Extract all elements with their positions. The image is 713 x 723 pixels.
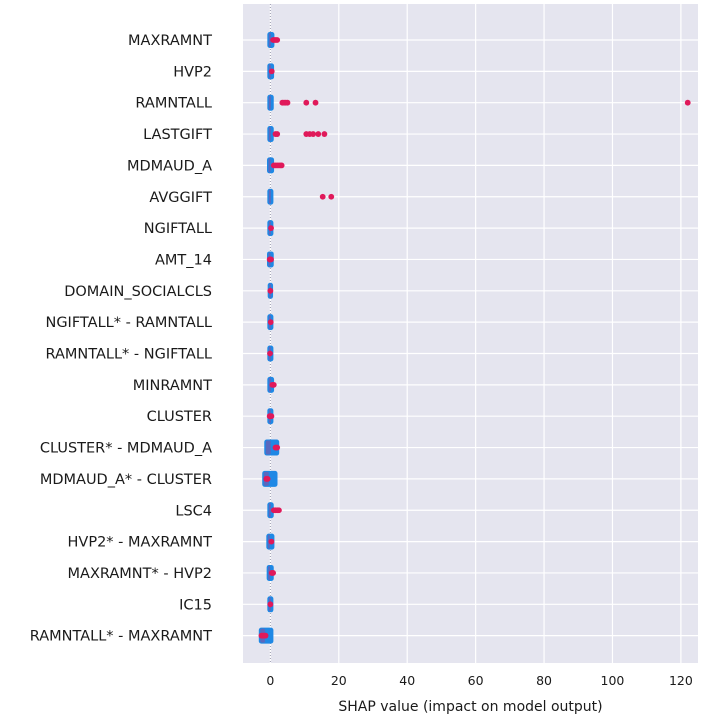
x-tick-label: 0: [266, 673, 274, 688]
point: [328, 193, 335, 200]
feature-row-0: [267, 32, 281, 48]
point: [315, 131, 322, 137]
point-cluster-mid: [265, 440, 271, 455]
feature-label: HVP2* - MAXRAMNT: [68, 535, 213, 551]
feature-row-1: [267, 63, 275, 80]
point: [268, 413, 275, 420]
point-cluster-mid: [268, 127, 271, 142]
feature-row-15: [267, 502, 282, 519]
point: [267, 601, 274, 608]
point: [267, 350, 273, 357]
point: [321, 131, 328, 137]
grid-lines: [243, 4, 698, 663]
x-tick-label: 80: [536, 673, 552, 688]
feature-label: CLUSTER: [147, 409, 212, 425]
point: [274, 444, 281, 451]
feature-label: MAXRAMNT* - HVP2: [68, 566, 212, 582]
point: [319, 193, 326, 200]
feature-label: AMT_14: [155, 252, 212, 268]
feature-row-8: [267, 282, 274, 299]
feature-row-18: [267, 596, 274, 613]
feature-row-16: [266, 533, 275, 550]
feature-row-2: [267, 94, 691, 111]
feature-label: RAMNTALL: [135, 96, 212, 112]
data-points: [258, 32, 691, 644]
feature-row-12: [266, 408, 275, 425]
feature-label: NGIFTALL* - RAMNTALL: [45, 315, 212, 331]
feature-label: LASTGIFT: [143, 127, 212, 143]
point: [268, 225, 274, 232]
feature-label: MDMAUD_A* - CLUSTER: [40, 472, 212, 488]
point: [270, 570, 277, 576]
point: [268, 68, 275, 75]
x-axis-title: SHAP value (impact on model output): [338, 699, 602, 715]
point: [262, 632, 269, 639]
x-tick-labels: 0 20 40 60 80 100 120: [266, 673, 692, 688]
x-tick-label: 40: [399, 673, 415, 688]
feature-row-13: [264, 439, 281, 456]
point: [274, 131, 281, 137]
point: [684, 99, 691, 106]
point: [264, 476, 271, 482]
feature-label: CLUSTER* - MDMAUD_A: [40, 441, 212, 457]
plot-background: [243, 4, 698, 663]
point: [303, 99, 310, 106]
feature-row-3: [267, 126, 328, 143]
point: [267, 287, 274, 294]
feature-row-6: [267, 220, 274, 237]
x-tick-label: 120: [669, 673, 693, 688]
point: [268, 256, 274, 263]
feature-row-4: [267, 157, 285, 174]
feature-row-14: [262, 470, 278, 487]
point: [312, 99, 319, 106]
feature-label: RAMNTALL* - MAXRAMNT: [30, 629, 212, 645]
feature-label: IC15: [179, 597, 212, 613]
feature-label: MINRAMNT: [133, 378, 212, 394]
point-cluster-mid: [268, 189, 271, 204]
point-cluster-mid: [268, 158, 271, 173]
point: [268, 538, 275, 545]
feature-label: AVGGIFT: [149, 190, 212, 206]
point: [270, 381, 277, 388]
feature-row-10: [267, 345, 274, 362]
point: [278, 162, 285, 169]
feature-label: DOMAIN_SOCIALCLS: [64, 284, 212, 300]
feature-row-19: [258, 627, 274, 644]
feature-label: MAXRAMNT: [128, 33, 212, 49]
feature-row-11: [267, 376, 277, 393]
point-cluster-mid: [268, 503, 271, 518]
point: [267, 319, 274, 326]
feature-label: NGIFTALL: [144, 221, 212, 237]
feature-label: MDMAUD_A: [127, 158, 212, 174]
point: [310, 131, 317, 137]
feature-row-17: [266, 564, 277, 581]
point: [284, 99, 291, 106]
feature-label: RAMNTALL* - NGIFTALL: [45, 347, 212, 363]
feature-row-7: [266, 251, 274, 268]
x-tick-label: 60: [468, 673, 484, 688]
feature-label: HVP2: [173, 64, 212, 80]
feature-label: LSC4: [175, 503, 212, 519]
point: [274, 37, 281, 43]
point-cluster-mid: [268, 33, 271, 47]
feature-row-5: [267, 188, 335, 205]
point-cluster-mid: [268, 95, 271, 110]
feature-row-9: [267, 314, 274, 331]
point: [276, 507, 282, 514]
x-tick-label: 100: [601, 673, 625, 688]
feature-labels: MAXRAMNT HVP2 RAMNTALL LASTGIFT MDMAUD_A AVGG…: [30, 33, 212, 645]
x-tick-label: 20: [331, 673, 347, 688]
